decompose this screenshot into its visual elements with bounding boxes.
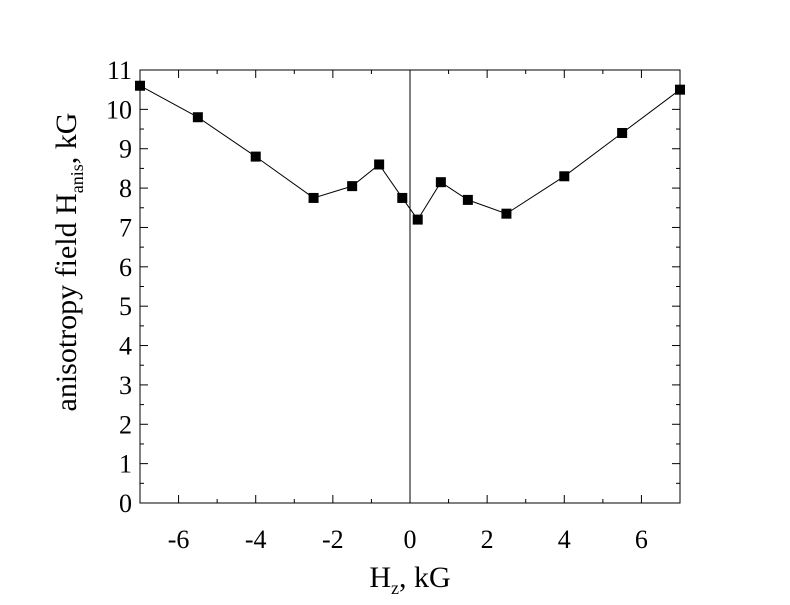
data-point [435, 177, 446, 188]
x-axis-title: Hz, kG [369, 561, 450, 598]
y-tick-label: 3 [119, 371, 132, 400]
data-point [397, 192, 408, 203]
x-axis-ticks: -6 -4 -2 0 2 4 6 [139, 70, 681, 554]
data-point [347, 181, 358, 192]
series-line [139, 85, 681, 221]
y-tick-label: 9 [119, 135, 132, 164]
x-axis-title-main: H [369, 561, 391, 594]
data-point [374, 159, 385, 170]
x-tick-label: 6 [635, 525, 648, 554]
y-tick-label: 5 [119, 292, 132, 321]
x-tick-label: -6 [168, 525, 190, 554]
y-tick-label: 1 [119, 450, 132, 479]
data-point [559, 171, 570, 182]
data-point [250, 151, 261, 162]
x-tick-label: -4 [245, 525, 267, 554]
y-axis-title-rest: , kG [50, 113, 83, 165]
x-axis-title-rest: , kG [399, 561, 451, 594]
data-point [675, 84, 685, 95]
y-tick-label: 10 [106, 95, 132, 124]
y-tick-label: 0 [119, 489, 132, 518]
data-point [135, 80, 145, 91]
x-tick-label: 4 [558, 525, 571, 554]
series-polyline [139, 85, 681, 221]
y-axis-ticks: 0 1 2 3 4 5 6 7 8 9 10 11 [106, 56, 680, 518]
data-point [412, 214, 423, 225]
x-tick-label: -2 [322, 525, 344, 554]
x-axis-title-sub: z [391, 578, 399, 598]
y-tick-label: 7 [119, 213, 132, 242]
data-point [617, 127, 628, 138]
y-axis-title: anisotropy field Hanis, kG [50, 113, 87, 412]
data-point [308, 192, 319, 203]
y-axis-title-main: anisotropy field H [50, 193, 83, 411]
x-tick-label: 2 [481, 525, 494, 554]
y-axis-title-sub: anis [67, 164, 87, 193]
series-points [135, 80, 685, 225]
y-tick-label: 4 [119, 332, 132, 361]
x-tick-label: 0 [404, 525, 417, 554]
data-point [192, 112, 203, 123]
y-tick-label: 8 [119, 174, 132, 203]
y-tick-label: 11 [107, 56, 132, 85]
data-point [462, 194, 473, 205]
y-tick-label: 2 [119, 410, 132, 439]
data-point [501, 208, 512, 219]
y-tick-label: 6 [119, 253, 132, 282]
